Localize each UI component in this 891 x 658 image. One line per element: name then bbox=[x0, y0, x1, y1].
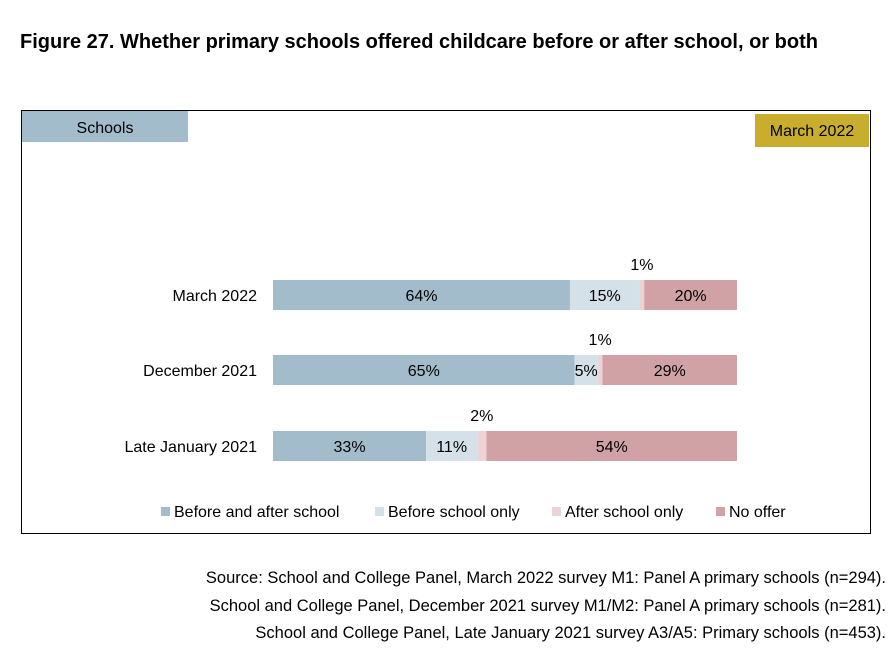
legend-label: No offer bbox=[729, 504, 786, 521]
legend-swatch bbox=[716, 507, 725, 516]
bar-segment bbox=[574, 355, 598, 385]
data-label: 65% bbox=[408, 363, 440, 380]
audience-tag-background bbox=[22, 111, 188, 142]
period-tag-label: March 2022 bbox=[770, 123, 855, 140]
legend-label: After school only bbox=[565, 504, 683, 521]
period-tag-background bbox=[755, 114, 869, 147]
category-label: March 2022 bbox=[173, 288, 258, 305]
bar-segment bbox=[602, 355, 737, 385]
data-label: 20% bbox=[675, 288, 707, 305]
source-line: School and College Panel, December 2021 … bbox=[209, 596, 886, 615]
stacked-bar-chart: Schools March 2022 March 2022 64% 15% 1% 20%… bbox=[22, 111, 869, 521]
category-label: Late January 2021 bbox=[124, 439, 257, 456]
data-label: 11% bbox=[436, 439, 467, 456]
data-label: 15% bbox=[589, 288, 621, 305]
data-label: 1% bbox=[589, 332, 612, 349]
bar-segment bbox=[597, 355, 603, 385]
period-tag: March 2022 bbox=[755, 114, 869, 147]
legend-label: Before and after school bbox=[174, 504, 339, 521]
audience-tag-label: Schools bbox=[77, 120, 134, 137]
bars-layer: March 2022 64% 15% 1% 20% December 2021 65% 5% 1… bbox=[124, 257, 737, 461]
bar-segment bbox=[569, 280, 640, 310]
bar-segment bbox=[426, 431, 478, 461]
bar-segment bbox=[477, 431, 487, 461]
bar-segment bbox=[273, 355, 575, 385]
legend: Before and after school Before school onl… bbox=[161, 504, 786, 521]
data-label: 33% bbox=[334, 439, 366, 456]
category-label: December 2021 bbox=[143, 363, 257, 380]
data-label: 64% bbox=[405, 288, 437, 305]
audience-tag: Schools bbox=[22, 111, 188, 142]
legend-label: Before school only bbox=[388, 504, 520, 521]
data-label: 29% bbox=[654, 363, 686, 380]
data-label: 2% bbox=[470, 408, 493, 425]
bar-segment bbox=[486, 431, 737, 461]
figure-title: Figure 27. Whether primary schools offer… bbox=[20, 31, 818, 53]
legend-swatch bbox=[161, 507, 170, 516]
bar-segment bbox=[639, 280, 645, 310]
source-note: Source: School and College Panel, March … bbox=[206, 565, 886, 648]
legend-swatch bbox=[375, 507, 384, 516]
source-line: School and College Panel, Late January 2… bbox=[255, 624, 886, 642]
bar-segment bbox=[273, 280, 570, 310]
bar-segment bbox=[273, 431, 427, 461]
chart-container: Schools March 2022 March 2022 64% 15% 1% 20%… bbox=[21, 110, 871, 534]
source-line: Source: School and College Panel, March … bbox=[205, 569, 886, 587]
legend-swatch bbox=[552, 507, 561, 516]
data-label: 54% bbox=[596, 439, 628, 456]
bar-segment bbox=[644, 280, 737, 310]
data-label: 5% bbox=[575, 363, 598, 380]
data-label: 1% bbox=[630, 257, 653, 274]
